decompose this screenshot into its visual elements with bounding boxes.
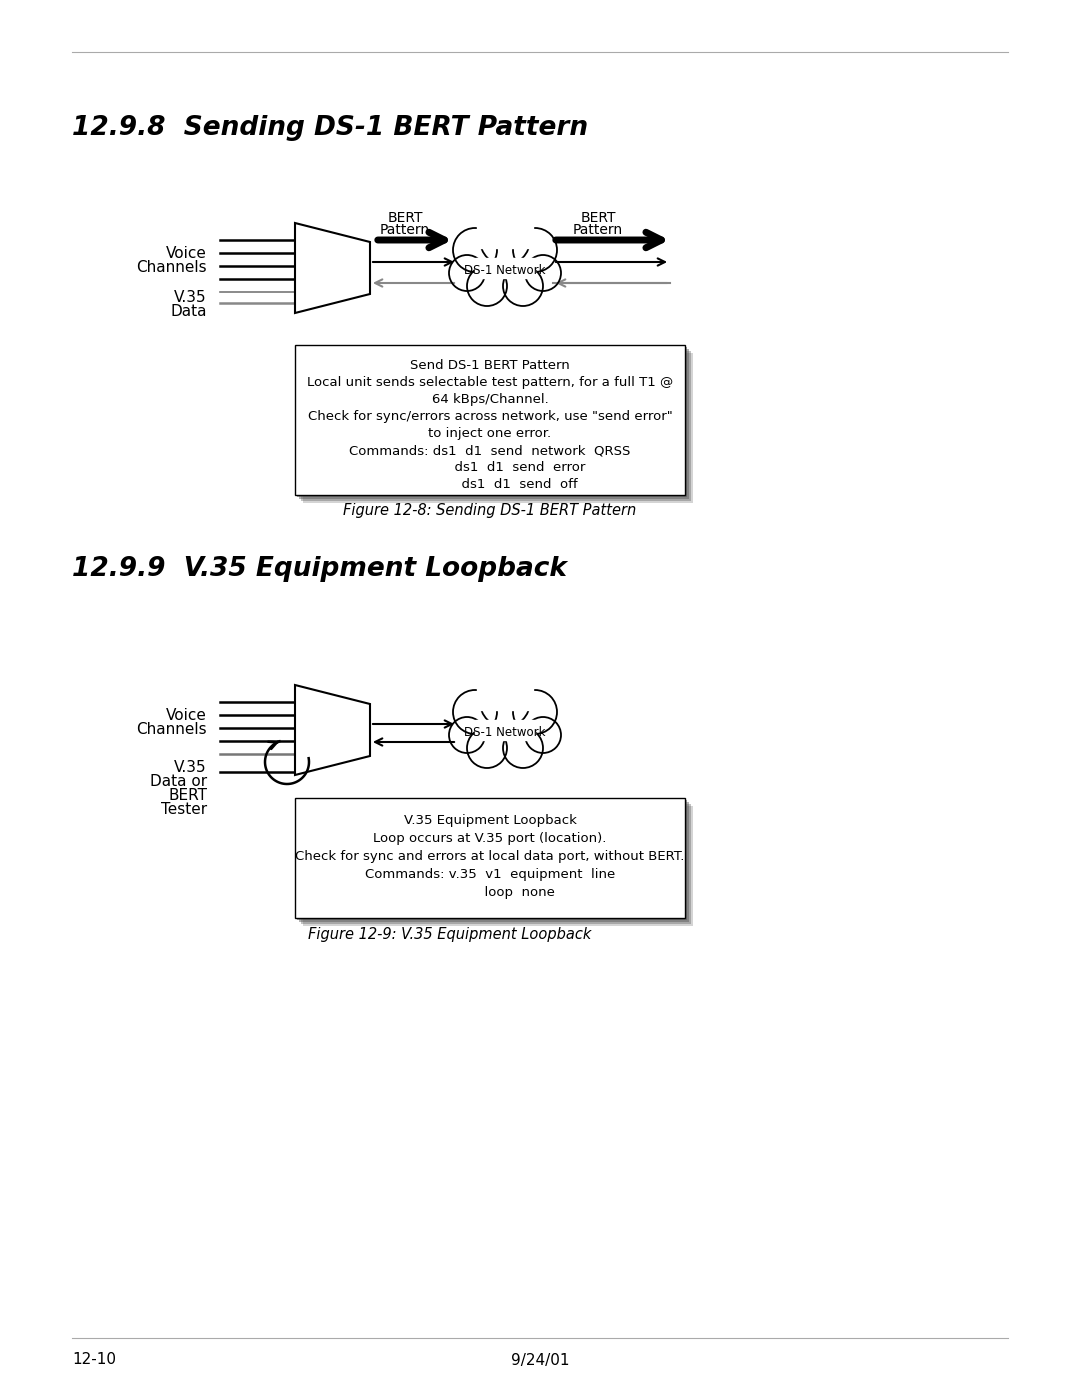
Text: Figure 12-8: Sending DS-1 BERT Pattern: Figure 12-8: Sending DS-1 BERT Pattern bbox=[343, 503, 636, 517]
Text: 12-10: 12-10 bbox=[72, 1352, 116, 1368]
Text: Data or: Data or bbox=[150, 774, 207, 789]
Bar bbox=[477, 212, 534, 249]
Circle shape bbox=[503, 728, 543, 768]
Text: BERT: BERT bbox=[168, 788, 207, 803]
Text: Voice: Voice bbox=[166, 708, 207, 724]
Circle shape bbox=[480, 215, 530, 265]
Text: to inject one error.: to inject one error. bbox=[429, 427, 552, 440]
Text: BERT: BERT bbox=[580, 211, 616, 225]
Circle shape bbox=[467, 728, 507, 768]
Text: Pattern: Pattern bbox=[380, 224, 430, 237]
Circle shape bbox=[449, 256, 485, 291]
Text: Loop occurs at V.35 port (location).: Loop occurs at V.35 port (location). bbox=[374, 833, 607, 845]
Circle shape bbox=[449, 717, 485, 753]
Text: Pattern: Pattern bbox=[572, 224, 623, 237]
Text: loop  none: loop none bbox=[426, 886, 555, 900]
FancyBboxPatch shape bbox=[297, 346, 687, 497]
Text: 9/24/01: 9/24/01 bbox=[511, 1352, 569, 1368]
Text: DS-1 Network: DS-1 Network bbox=[464, 264, 545, 277]
Circle shape bbox=[525, 717, 561, 753]
Circle shape bbox=[480, 678, 530, 726]
FancyBboxPatch shape bbox=[295, 798, 685, 918]
Text: Channels: Channels bbox=[136, 260, 207, 275]
Text: Check for sync and errors at local data port, without BERT.: Check for sync and errors at local data … bbox=[295, 849, 685, 863]
Circle shape bbox=[503, 265, 543, 306]
Polygon shape bbox=[295, 685, 370, 775]
FancyBboxPatch shape bbox=[295, 345, 685, 495]
Text: BERT: BERT bbox=[388, 211, 422, 225]
Polygon shape bbox=[295, 224, 370, 313]
Text: Commands: v.35  v1  equipment  line: Commands: v.35 v1 equipment line bbox=[365, 868, 616, 882]
Text: ds1  d1  send  off: ds1 d1 send off bbox=[402, 478, 578, 490]
FancyBboxPatch shape bbox=[299, 802, 689, 922]
Bar bbox=[475, 258, 535, 278]
Bar bbox=[477, 675, 534, 710]
Circle shape bbox=[513, 690, 557, 733]
Circle shape bbox=[467, 265, 507, 306]
Bar bbox=[475, 719, 535, 740]
FancyBboxPatch shape bbox=[303, 353, 693, 503]
Text: Check for sync/errors across network, use "send error": Check for sync/errors across network, us… bbox=[308, 409, 673, 423]
Circle shape bbox=[453, 228, 497, 272]
Text: V.35: V.35 bbox=[174, 760, 207, 775]
FancyBboxPatch shape bbox=[297, 800, 687, 921]
Text: Commands: ds1  d1  send  network  QRSS: Commands: ds1 d1 send network QRSS bbox=[349, 444, 631, 457]
Text: 64 kBps/Channel.: 64 kBps/Channel. bbox=[432, 393, 549, 407]
Text: Channels: Channels bbox=[136, 722, 207, 738]
Text: Send DS-1 BERT Pattern: Send DS-1 BERT Pattern bbox=[410, 359, 570, 372]
Circle shape bbox=[453, 690, 497, 733]
Text: 12.9.8  Sending DS-1 BERT Pattern: 12.9.8 Sending DS-1 BERT Pattern bbox=[72, 115, 589, 141]
Text: ds1  d1  send  error: ds1 d1 send error bbox=[395, 461, 585, 474]
Text: 12.9.9  V.35 Equipment Loopback: 12.9.9 V.35 Equipment Loopback bbox=[72, 556, 567, 583]
FancyBboxPatch shape bbox=[301, 805, 691, 923]
Circle shape bbox=[513, 228, 557, 272]
Text: Tester: Tester bbox=[161, 802, 207, 817]
Circle shape bbox=[525, 256, 561, 291]
Text: Local unit sends selectable test pattern, for a full T1 @: Local unit sends selectable test pattern… bbox=[307, 376, 673, 388]
FancyBboxPatch shape bbox=[299, 349, 689, 499]
FancyBboxPatch shape bbox=[303, 806, 693, 926]
FancyBboxPatch shape bbox=[301, 351, 691, 502]
Text: Figure 12-9: V.35 Equipment Loopback: Figure 12-9: V.35 Equipment Loopback bbox=[308, 928, 592, 943]
Text: DS-1 Network: DS-1 Network bbox=[464, 725, 545, 739]
Text: V.35 Equipment Loopback: V.35 Equipment Loopback bbox=[404, 814, 577, 827]
Text: Voice: Voice bbox=[166, 246, 207, 261]
Text: Data: Data bbox=[171, 303, 207, 319]
Text: V.35: V.35 bbox=[174, 289, 207, 305]
